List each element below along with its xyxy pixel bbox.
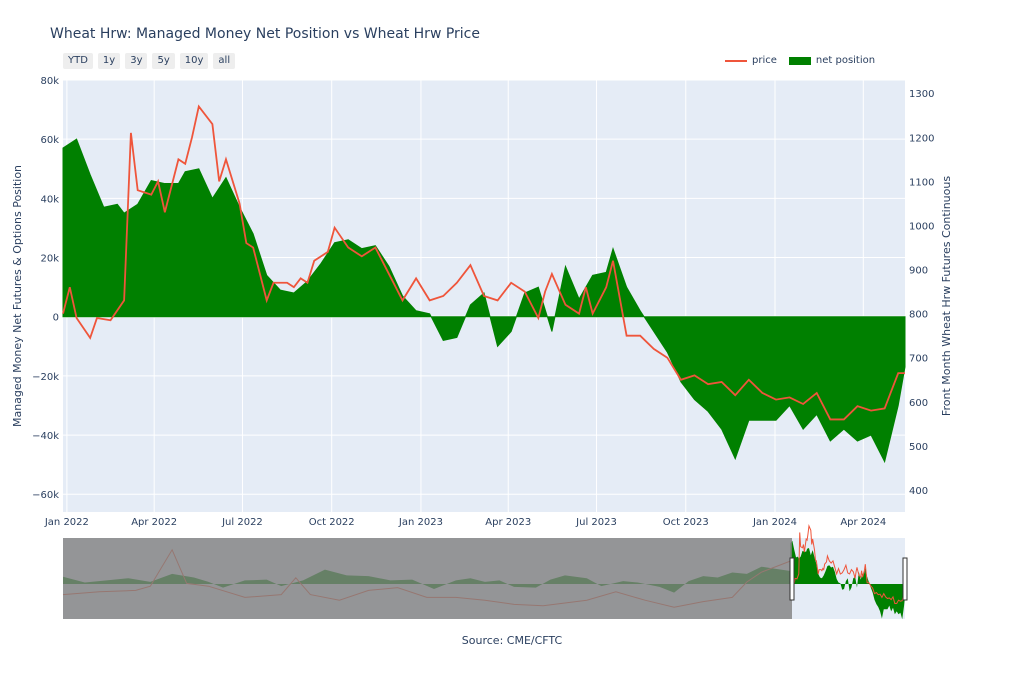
net-position-swatch xyxy=(788,56,811,65)
net-position-area xyxy=(62,138,906,464)
legend-item-price[interactable]: price xyxy=(725,55,777,66)
right-tick-label: 1200 xyxy=(909,133,934,144)
x-tick-label: Jan 2024 xyxy=(752,517,797,528)
x-tick-label: Jan 2023 xyxy=(398,517,443,528)
range-button-3y[interactable]: 3y xyxy=(125,53,148,69)
price-line xyxy=(62,104,905,421)
chart-title: Wheat Hrw: Managed Money Net Position vs… xyxy=(50,26,480,42)
left-tick-label: 20k xyxy=(40,254,59,265)
right-tick-label: 900 xyxy=(909,266,928,277)
legend-label-price: price xyxy=(752,55,777,66)
legend-item-net-position[interactable]: net position xyxy=(788,55,876,66)
right-tick-label: 600 xyxy=(909,398,928,409)
right-y-axis: 1300 1200 1100 1000 900 800 700 600 500 400 xyxy=(909,89,934,497)
x-tick-label: Oct 2022 xyxy=(309,517,355,528)
x-tick-label: Apr 2023 xyxy=(485,517,531,528)
x-tick-label: Jan 2022 xyxy=(44,517,89,528)
range-slider-mask xyxy=(63,538,792,619)
range-button-10y[interactable]: 10y xyxy=(179,53,209,69)
left-tick-label: −20k xyxy=(32,372,59,383)
range-button-ytd[interactable]: YTD xyxy=(63,53,93,69)
range-button-1y[interactable]: 1y xyxy=(97,53,121,69)
x-tick-label: Apr 2022 xyxy=(131,517,177,528)
left-y-axis: 80k 60k 40k 20k 0 −20k −40k −60k xyxy=(32,76,59,501)
range-slider-right-handle[interactable] xyxy=(902,557,908,601)
x-tick-label: Oct 2023 xyxy=(663,517,709,528)
range-button-5y[interactable]: 5y xyxy=(152,53,175,69)
net-position-area-path xyxy=(62,138,906,464)
right-tick-label: 500 xyxy=(909,442,928,453)
price-swatch xyxy=(725,59,747,62)
left-tick-label: 40k xyxy=(40,194,59,205)
legend-label-net-position: net position xyxy=(815,55,876,66)
x-axis: Jan 2022 Apr 2022 Jul 2022 Oct 2022 Jan 2023… xyxy=(44,517,886,528)
right-axis-label: Front Month Wheat Hrw Futures Continuous xyxy=(940,176,953,416)
left-tick-label: 60k xyxy=(40,135,59,146)
right-tick-label: 1300 xyxy=(909,89,934,100)
range-button-all[interactable]: all xyxy=(213,53,236,69)
right-tick-label: 700 xyxy=(909,354,928,365)
right-tick-label: 800 xyxy=(909,310,928,321)
left-tick-label: −40k xyxy=(32,431,59,442)
range-slider[interactable] xyxy=(62,523,908,620)
x-tick-label: Jul 2023 xyxy=(575,517,617,528)
chart-canvas[interactable]: 80k 60k 40k 20k 0 −20k −40k −60k 1300 1200 1100 10… xyxy=(0,0,1024,630)
range-selector: YTD 1y 3y 5y 10y all xyxy=(63,53,236,69)
right-tick-label: 400 xyxy=(909,486,928,497)
left-tick-label: 80k xyxy=(40,76,59,87)
range-slider-left-handle[interactable] xyxy=(789,557,795,601)
right-tick-label: 1000 xyxy=(909,221,934,232)
left-tick-label: −60k xyxy=(32,490,59,501)
source-note: Source: CME/CFTC xyxy=(461,634,563,647)
x-tick-label: Jul 2022 xyxy=(221,517,263,528)
x-tick-label: Apr 2024 xyxy=(840,517,886,528)
right-tick-label: 1100 xyxy=(909,177,934,188)
price-line-path xyxy=(62,104,905,421)
left-axis-label: Managed Money Net Futures & Options Posi… xyxy=(11,165,24,427)
left-tick-label: 0 xyxy=(53,313,59,324)
legend: price net position xyxy=(725,55,887,66)
